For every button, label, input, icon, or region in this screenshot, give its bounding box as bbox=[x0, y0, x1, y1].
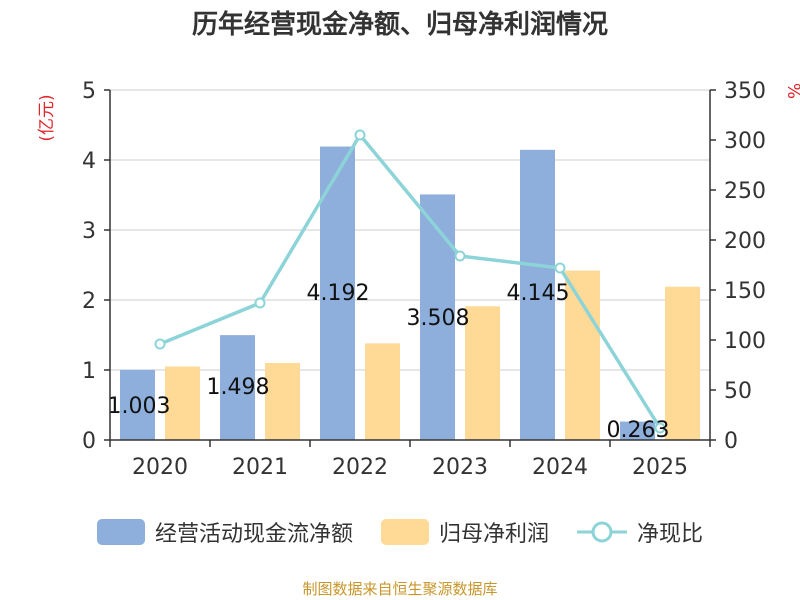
legend-item-cash-flow[interactable]: 经营活动现金流净额 bbox=[96, 516, 353, 548]
ratio-point bbox=[354, 129, 366, 141]
x-tick-label: 2023 bbox=[432, 455, 488, 480]
x-tick-label: 2022 bbox=[332, 455, 388, 480]
left-tick-label: 4 bbox=[82, 149, 96, 174]
bar-cash-flow bbox=[420, 194, 455, 440]
right-tick-label: 100 bbox=[724, 329, 766, 354]
bar-net-profit bbox=[165, 366, 200, 440]
cash-flow-data-label: 0.263 bbox=[607, 418, 670, 443]
bar-cash-flow bbox=[220, 335, 255, 440]
left-tick-label: 3 bbox=[82, 219, 96, 244]
legend-item-net-profit[interactable]: 归母净利润 bbox=[380, 516, 549, 548]
right-tick-label: 300 bbox=[724, 129, 766, 154]
left-tick-label: 5 bbox=[82, 79, 96, 104]
right-tick-label: 200 bbox=[724, 229, 766, 254]
right-tick-label: 250 bbox=[724, 179, 766, 204]
x-tick-label: 2021 bbox=[232, 455, 288, 480]
legend-label-ratio: 净现比 bbox=[637, 522, 704, 547]
right-tick-label: 50 bbox=[724, 379, 752, 404]
legend-swatch-ratio-icon bbox=[577, 521, 627, 543]
right-tick-label: 350 bbox=[724, 79, 766, 104]
bar-net-profit bbox=[465, 306, 500, 440]
cash-flow-data-label: 4.145 bbox=[507, 281, 570, 306]
legend-item-ratio[interactable]: 净现比 bbox=[577, 516, 703, 548]
x-tick-label: 2024 bbox=[532, 455, 588, 480]
cash-flow-data-label: 1.498 bbox=[207, 375, 270, 400]
legend: 经营活动现金流净额 归母净利润 净现比 bbox=[0, 516, 800, 548]
right-tick-label: 150 bbox=[724, 279, 766, 304]
cash-flow-data-label: 4.192 bbox=[307, 281, 370, 306]
bar-cash-flow bbox=[520, 149, 555, 440]
ratio-point bbox=[254, 297, 266, 309]
ratio-point bbox=[554, 262, 566, 274]
right-axis-unit: % bbox=[783, 83, 800, 99]
ratio-point bbox=[154, 338, 166, 350]
x-tick-label: 2020 bbox=[132, 455, 188, 480]
ratio-line bbox=[159, 131, 662, 429]
legend-swatch-net-profit bbox=[380, 519, 429, 545]
bar-net-profit bbox=[265, 363, 300, 440]
right-tick-label: 0 bbox=[724, 429, 738, 454]
source-note: 制图数据来自恒生聚源数据库 bbox=[302, 580, 498, 598]
left-tick-label: 2 bbox=[82, 289, 96, 314]
cash-flow-data-label: 3.508 bbox=[407, 306, 470, 331]
bar-net-profit bbox=[665, 286, 700, 440]
ratio-point bbox=[454, 250, 466, 262]
left-axis-unit: (亿元) bbox=[37, 94, 57, 141]
legend-swatch-cash-flow bbox=[96, 519, 145, 545]
ratio-point bbox=[654, 422, 666, 434]
x-tick-label: 2025 bbox=[632, 455, 688, 480]
legend-label-net-profit: 归母净利润 bbox=[438, 522, 549, 547]
legend-label-cash-flow: 经营活动现金流净额 bbox=[154, 522, 353, 547]
left-tick-label: 0 bbox=[82, 429, 96, 454]
bar-cash-flow bbox=[620, 421, 655, 440]
bar-cash-flow bbox=[120, 369, 155, 440]
bar-net-profit bbox=[365, 343, 400, 440]
left-tick-label: 1 bbox=[82, 359, 96, 384]
bar-net-profit bbox=[565, 270, 600, 440]
chart-title: 历年经营现金净额、归母净利润情况 bbox=[191, 10, 608, 40]
cash-flow-data-label: 1.003 bbox=[108, 394, 171, 419]
